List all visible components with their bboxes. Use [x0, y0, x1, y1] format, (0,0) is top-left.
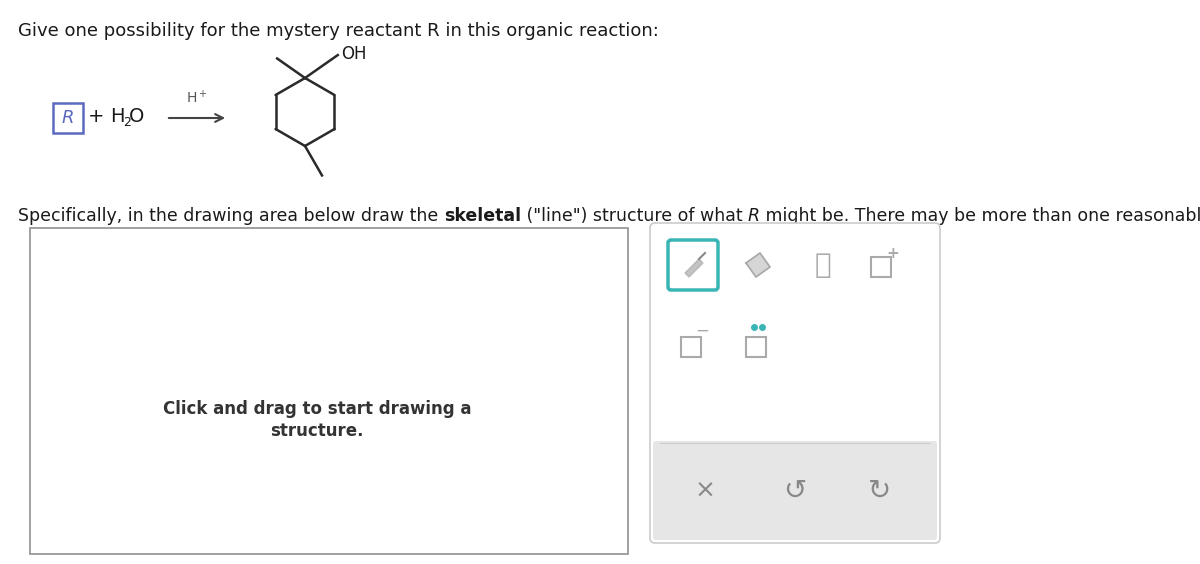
Text: R: R	[61, 109, 74, 127]
Text: ↻: ↻	[869, 477, 892, 505]
Text: −: −	[695, 322, 709, 340]
Text: H: H	[110, 107, 125, 126]
Text: ×: ×	[695, 478, 715, 503]
Bar	[746, 337, 766, 357]
Text: ✋: ✋	[815, 251, 832, 279]
Text: ↺: ↺	[784, 477, 806, 505]
Text: 2: 2	[124, 116, 131, 129]
Text: OH: OH	[341, 45, 366, 63]
FancyBboxPatch shape	[650, 223, 940, 543]
Bar	[30, 228, 628, 554]
Polygon shape	[746, 253, 770, 277]
Polygon shape	[685, 259, 703, 277]
Text: +: +	[88, 107, 104, 126]
FancyBboxPatch shape	[668, 240, 718, 290]
Bar	[871, 257, 890, 277]
Text: skeletal: skeletal	[444, 207, 521, 225]
Text: structure.: structure.	[270, 422, 364, 440]
Bar	[682, 337, 701, 357]
FancyBboxPatch shape	[53, 103, 83, 133]
Text: might be. There may be more than one reasonable answer.: might be. There may be more than one rea…	[760, 207, 1200, 225]
FancyBboxPatch shape	[653, 441, 937, 540]
Text: R: R	[748, 207, 760, 225]
Text: H$^+$: H$^+$	[186, 89, 208, 106]
Text: +: +	[887, 245, 899, 261]
Text: Specifically, in the drawing area below draw the: Specifically, in the drawing area below …	[18, 207, 444, 225]
Text: Give one possibility for the mystery reactant R in this organic reaction:: Give one possibility for the mystery rea…	[18, 22, 659, 40]
Text: ("line") structure of what: ("line") structure of what	[521, 207, 748, 225]
Text: Click and drag to start drawing a: Click and drag to start drawing a	[163, 400, 472, 418]
Text: O: O	[130, 107, 144, 126]
